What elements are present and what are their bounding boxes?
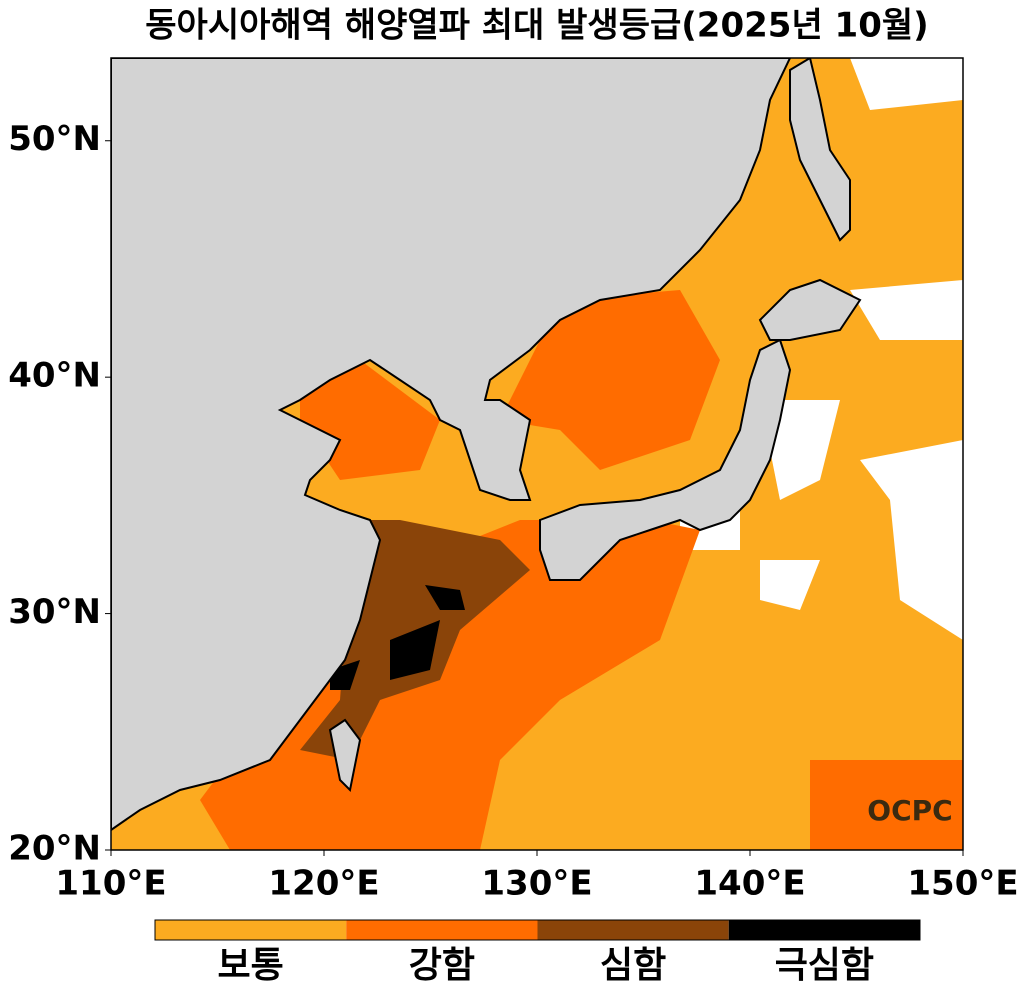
extreme-area bbox=[390, 620, 440, 680]
map bbox=[111, 58, 963, 850]
legend-swatch bbox=[155, 920, 347, 940]
y-tick-label: 30°N bbox=[8, 592, 101, 632]
legend-frame bbox=[154, 919, 921, 941]
strong-area bbox=[810, 760, 963, 850]
no-heatwave bbox=[860, 440, 963, 640]
x-tick-label: 120°E bbox=[268, 864, 379, 904]
x-tick-label: 130°E bbox=[481, 864, 592, 904]
strong-area bbox=[200, 520, 700, 850]
y-tick-label: 50°N bbox=[8, 119, 101, 159]
land bbox=[539, 338, 792, 581]
legend-swatch bbox=[537, 920, 729, 940]
strong-area bbox=[500, 290, 720, 470]
legend-label: 극심함 bbox=[775, 945, 874, 986]
land bbox=[328, 718, 362, 793]
land bbox=[111, 58, 792, 832]
extreme-area bbox=[425, 585, 465, 610]
y-tick-label: 40°N bbox=[8, 356, 101, 396]
no-heatwave bbox=[760, 400, 840, 500]
no-heatwave bbox=[850, 280, 963, 340]
legend-label: 보통 bbox=[218, 945, 284, 986]
no-heatwave bbox=[850, 58, 963, 110]
land bbox=[758, 278, 862, 341]
legend-label: 강함 bbox=[409, 945, 475, 986]
legend-swatch bbox=[728, 920, 920, 940]
y-tick-label: 20°N bbox=[8, 829, 101, 869]
legend-swatch bbox=[346, 920, 538, 940]
x-tick-label: 110°E bbox=[55, 864, 166, 904]
x-tick-label: 140°E bbox=[694, 864, 805, 904]
logo: OCPC bbox=[867, 794, 952, 827]
land bbox=[789, 58, 851, 242]
title: 동아시아해역 해양열파 최대 발생등급(2025년 10월) bbox=[145, 6, 928, 46]
no-heatwave bbox=[760, 560, 820, 610]
x-tick-label: 150°E bbox=[907, 864, 1018, 904]
legend-label: 심함 bbox=[600, 945, 666, 986]
